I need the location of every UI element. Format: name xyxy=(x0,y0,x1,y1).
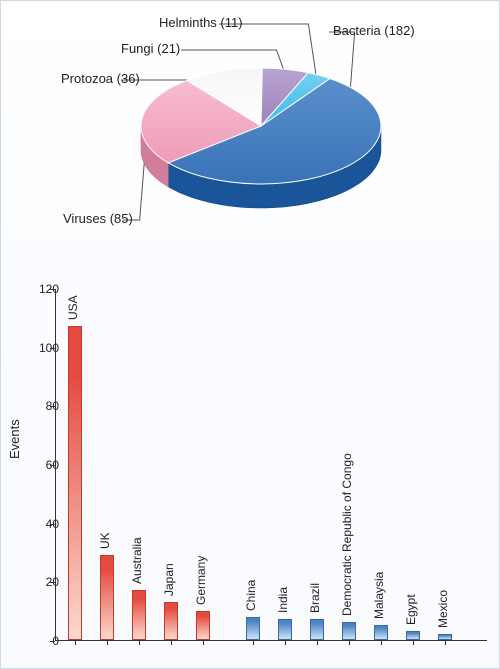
bar-label: Brazil xyxy=(308,583,322,613)
bar-uk xyxy=(100,555,114,640)
bar-label: UK xyxy=(98,532,112,549)
pie-label-bacteria: Bacteria (182) xyxy=(333,23,415,38)
bar-label: Malaysia xyxy=(372,572,386,619)
bar-label: Democratic Republic of Congo xyxy=(340,454,354,617)
bar-label: Egypt xyxy=(404,595,418,626)
bar-label: Mexico xyxy=(436,590,450,628)
xtick-mark xyxy=(317,640,318,645)
bar-china xyxy=(246,617,260,640)
pie-label-viruses: Viruses (85) xyxy=(63,211,133,226)
xtick-mark xyxy=(445,640,446,645)
bar-chart-region: Events 020406080100120 USAUKAustraliaJap… xyxy=(1,281,500,669)
xtick-mark xyxy=(381,640,382,645)
bar-label: USA xyxy=(66,295,80,320)
bar-malaysia xyxy=(374,625,388,640)
pie-chart-region: Bacteria (182) Viruses (85) Protozoa (36) F… xyxy=(1,1,500,281)
bar-plot-area: USA UK Australia Japan Germany China India Braz… xyxy=(55,289,487,641)
figure-container: Bacteria (182) Viruses (85) Protozoa (36) F… xyxy=(0,0,500,669)
bar-egypt xyxy=(406,631,420,640)
xtick-mark xyxy=(349,640,350,645)
xtick-mark xyxy=(203,640,204,645)
pie-label-protozoa: Protozoa (36) xyxy=(61,71,140,86)
xtick-mark xyxy=(107,640,108,645)
bar-label: Germany xyxy=(194,555,208,604)
y-axis-label: Events xyxy=(7,419,22,459)
bar-germany xyxy=(196,611,210,640)
ytick-mark xyxy=(50,641,55,642)
bar-india xyxy=(278,619,292,640)
bar-usa xyxy=(68,326,82,640)
xtick-mark xyxy=(285,640,286,645)
bar-japan xyxy=(164,602,178,640)
bar-australia xyxy=(132,590,146,640)
bar-democratic-republic-of-congo xyxy=(342,622,356,640)
xtick-mark xyxy=(413,640,414,645)
bar-label: Japan xyxy=(162,563,176,596)
xtick-mark xyxy=(253,640,254,645)
bar-label: Australia xyxy=(130,537,144,584)
xtick-mark xyxy=(171,640,172,645)
pie-label-helminths: Helminths (11) xyxy=(159,15,243,30)
bar-label: India xyxy=(276,587,290,613)
xtick-mark xyxy=(139,640,140,645)
bar-brazil xyxy=(310,619,324,640)
pie-chart xyxy=(131,51,391,231)
bar-label: China xyxy=(244,579,258,610)
pie-label-fungi: Fungi (21) xyxy=(121,41,180,56)
xtick-mark xyxy=(75,640,76,645)
